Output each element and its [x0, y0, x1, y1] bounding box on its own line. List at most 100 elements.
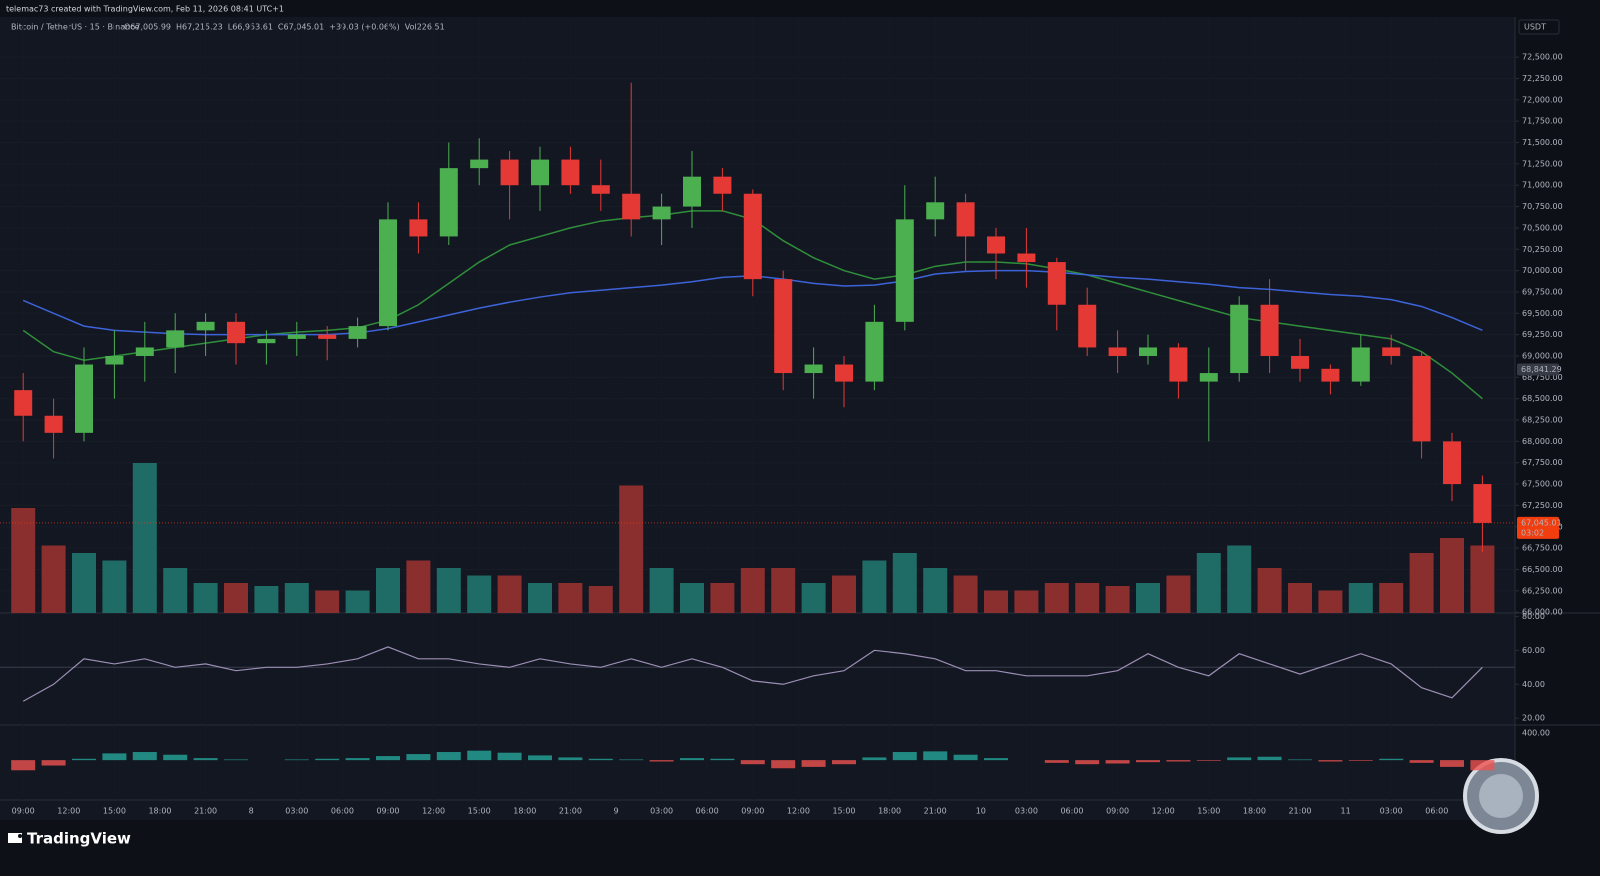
- x-tick-label: 12:00: [422, 807, 445, 816]
- x-tick-label: 09:00: [1106, 807, 1129, 816]
- candle-body: [1199, 373, 1218, 382]
- candle-body: [1473, 484, 1492, 523]
- volume-bar: [892, 553, 917, 613]
- macd-bar: [132, 752, 157, 761]
- volume-bar: [376, 568, 400, 613]
- volume-bar: [558, 583, 583, 613]
- candle-body: [561, 159, 580, 186]
- y-tick-label: 69,500.00: [1522, 309, 1563, 318]
- macd-bar: [1075, 760, 1100, 765]
- x-tick-label: 03:00: [285, 807, 308, 816]
- macd-bar: [588, 758, 613, 761]
- macd-bar: [862, 757, 887, 761]
- macd-bar: [1348, 760, 1373, 761]
- macd-bar: [315, 758, 340, 761]
- x-tick-label: 18:00: [1243, 807, 1266, 816]
- x-tick-label: 03:00: [1380, 807, 1403, 816]
- x-tick-label: 03:00: [1015, 807, 1038, 816]
- x-tick-label: 11: [1341, 807, 1351, 816]
- rsi-tick-label: 40.00: [1522, 680, 1545, 689]
- y-tick-label: 72,250.00: [1522, 74, 1563, 83]
- x-tick-label: 18:00: [878, 807, 901, 816]
- candle-body: [44, 415, 63, 433]
- volume-bar: [224, 583, 248, 613]
- y-tick-label: 67,750.00: [1522, 458, 1563, 467]
- macd-bar: [497, 752, 522, 761]
- macd-bar: [376, 756, 400, 761]
- volume-bar: [862, 560, 887, 613]
- volume-bar: [315, 590, 340, 613]
- price-badge: [1517, 363, 1559, 376]
- macd-bar: [406, 754, 431, 761]
- candle-body: [196, 321, 215, 331]
- volume-bar: [1196, 553, 1221, 613]
- volume-bar: [771, 568, 796, 613]
- y-tick-label: 71,000.00: [1522, 181, 1563, 190]
- macd-bar: [710, 758, 735, 761]
- candle-body: [348, 326, 367, 339]
- x-tick-label: 15:00: [468, 807, 491, 816]
- volume-bar: [1318, 590, 1343, 613]
- candle-body: [379, 219, 397, 327]
- y-tick-label: 72,500.00: [1522, 53, 1563, 62]
- logo-mark: [18, 834, 22, 838]
- volume-bar: [1105, 586, 1130, 613]
- candle-body: [257, 338, 276, 344]
- candle-body: [1260, 304, 1279, 356]
- rsi-tick-label: 60.00: [1522, 646, 1545, 655]
- price-badge-label: 67,045.01: [1521, 518, 1562, 527]
- y-tick-label: 67,500.00: [1522, 480, 1563, 489]
- candle-body: [1078, 304, 1097, 348]
- macd-bar: [619, 759, 644, 761]
- x-tick-label: 10: [976, 807, 986, 816]
- x-tick-label: 06:00: [331, 807, 354, 816]
- volume-bar: [193, 583, 218, 613]
- y-tick-label: 66,250.00: [1522, 586, 1563, 595]
- x-tick-label: 21:00: [559, 807, 582, 816]
- volume-bar: [284, 583, 309, 613]
- macd-bar: [953, 754, 978, 761]
- x-tick-label: 9: [613, 807, 618, 816]
- candle-body: [500, 159, 519, 186]
- candle-body: [1291, 355, 1309, 369]
- candle-body: [409, 219, 428, 237]
- macd-bar: [1166, 760, 1191, 762]
- candle-body: [865, 321, 884, 382]
- candle-body: [774, 279, 793, 374]
- ohlc-legend: O67,005.99 H67,215.23 L66,953.61 C67,045.01…: [124, 23, 445, 32]
- x-tick-label: 12:00: [1152, 807, 1175, 816]
- candle-body: [1321, 368, 1340, 382]
- ohlc-value: H67,215.23: [176, 23, 223, 32]
- volume-bar: [497, 575, 522, 613]
- macd-bar: [680, 758, 704, 761]
- macd-bar: [558, 757, 583, 761]
- price-badge: [1517, 516, 1559, 539]
- volume-bar: [467, 575, 492, 613]
- macd-bar: [771, 760, 796, 769]
- macd-bar: [436, 752, 461, 761]
- volume-bar: [1257, 568, 1282, 613]
- logo: [8, 833, 22, 843]
- candle-body: [14, 390, 33, 416]
- macd-bar: [345, 758, 370, 761]
- macd-bar: [284, 759, 309, 761]
- y-tick-label: 69,750.00: [1522, 287, 1563, 296]
- candle-body: [987, 236, 1005, 254]
- y-tick-label: 70,000.00: [1522, 266, 1563, 275]
- macd-bar: [984, 758, 1008, 761]
- volume-bar: [588, 586, 613, 613]
- volume-bar: [11, 508, 36, 613]
- volume-bar: [649, 568, 674, 613]
- coin-icon: [1479, 774, 1523, 818]
- candle-body: [1139, 347, 1157, 356]
- candle-body: [835, 364, 853, 382]
- volume-bar: [923, 568, 948, 613]
- x-tick-label: 18:00: [513, 807, 536, 816]
- x-tick-label: 21:00: [924, 807, 947, 816]
- x-tick-label: 18:00: [148, 807, 171, 816]
- macd-bar: [528, 755, 552, 761]
- candle-body: [105, 355, 124, 365]
- candle-body: [75, 364, 93, 433]
- macd-bar: [801, 760, 826, 767]
- ohlc-value: O67,005.99: [124, 23, 171, 32]
